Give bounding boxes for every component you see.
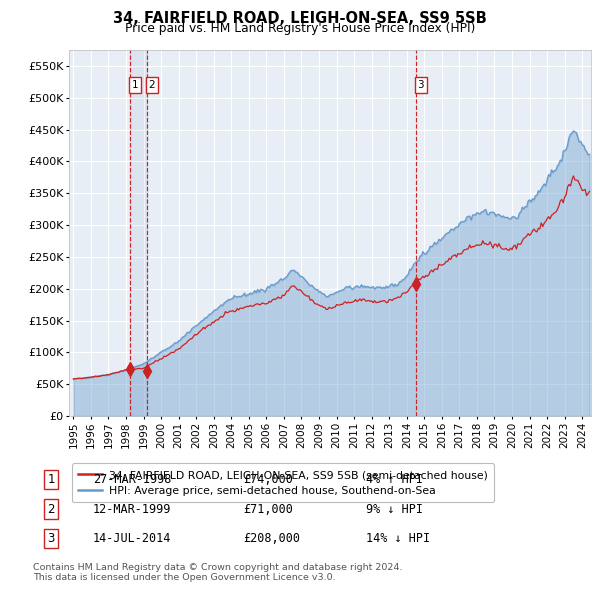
Text: This data is licensed under the Open Government Licence v3.0.: This data is licensed under the Open Gov… <box>33 573 335 582</box>
Text: 1: 1 <box>47 473 55 486</box>
Text: 1: 1 <box>131 80 138 90</box>
Text: Price paid vs. HM Land Registry's House Price Index (HPI): Price paid vs. HM Land Registry's House … <box>125 22 475 35</box>
Bar <box>130 50 147 416</box>
Text: 9% ↓ HPI: 9% ↓ HPI <box>366 503 423 516</box>
Text: 12-MAR-1999: 12-MAR-1999 <box>93 503 172 516</box>
Text: 2: 2 <box>47 503 55 516</box>
Text: £74,000: £74,000 <box>243 473 293 486</box>
Text: 34, FAIRFIELD ROAD, LEIGH-ON-SEA, SS9 5SB: 34, FAIRFIELD ROAD, LEIGH-ON-SEA, SS9 5S… <box>113 11 487 25</box>
Text: Contains HM Land Registry data © Crown copyright and database right 2024.: Contains HM Land Registry data © Crown c… <box>33 563 403 572</box>
Text: 2: 2 <box>148 80 155 90</box>
Text: £71,000: £71,000 <box>243 503 293 516</box>
Text: 14-JUL-2014: 14-JUL-2014 <box>93 532 172 545</box>
Legend: 34, FAIRFIELD ROAD, LEIGH-ON-SEA, SS9 5SB (semi-detached house), HPI: Average pr: 34, FAIRFIELD ROAD, LEIGH-ON-SEA, SS9 5S… <box>72 463 494 503</box>
Text: £208,000: £208,000 <box>243 532 300 545</box>
Text: 4% ↑ HPI: 4% ↑ HPI <box>366 473 423 486</box>
Text: 14% ↓ HPI: 14% ↓ HPI <box>366 532 430 545</box>
Text: 27-MAR-1998: 27-MAR-1998 <box>93 473 172 486</box>
Text: 3: 3 <box>418 80 424 90</box>
Text: 3: 3 <box>47 532 55 545</box>
